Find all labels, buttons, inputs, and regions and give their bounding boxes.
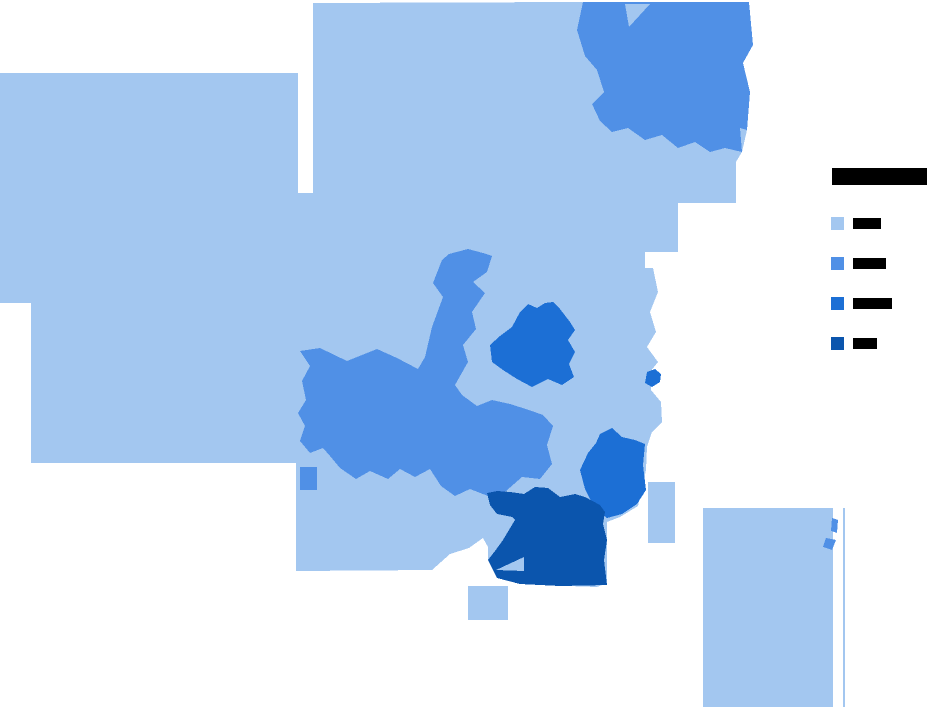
- legend-label-redacted-bar: [853, 338, 877, 349]
- legend-swatch-level-2: [831, 257, 844, 270]
- region-coastal-strip[interactable]: [648, 482, 675, 543]
- inset-island-mark-2: [823, 538, 836, 550]
- legend-item-range-3[interactable]: [831, 297, 892, 310]
- inset-map-fill: [703, 508, 833, 707]
- inset-island-mark-1: [831, 518, 838, 533]
- inset-map-border: [843, 508, 845, 707]
- legend-item-range-1[interactable]: [831, 217, 892, 230]
- legend-label-redacted-bar: [853, 298, 892, 309]
- legend-item-range-4[interactable]: [831, 337, 892, 350]
- region-northeast-notch: [625, 4, 650, 27]
- region-small-area[interactable]: [300, 467, 317, 490]
- region-northeast[interactable]: [577, 2, 753, 152]
- legend-label-redacted-bar: [853, 258, 886, 269]
- legend-swatch-level-3: [831, 297, 844, 310]
- legend-swatch-level-1: [831, 217, 844, 230]
- region-central-west[interactable]: [298, 249, 553, 496]
- region-coastal-city-dot[interactable]: [645, 369, 661, 387]
- legend-label-redacted-bar: [853, 218, 881, 229]
- region-south-notch: [496, 557, 524, 571]
- legend: [831, 217, 892, 377]
- legend-item-range-2[interactable]: [831, 257, 892, 270]
- region-mainland[interactable]: [0, 2, 753, 587]
- legend-swatch-level-4: [831, 337, 844, 350]
- region-island[interactable]: [468, 586, 508, 620]
- region-north-central[interactable]: [490, 302, 575, 387]
- legend-title-redacted-bar: [832, 168, 927, 185]
- region-east[interactable]: [580, 428, 646, 518]
